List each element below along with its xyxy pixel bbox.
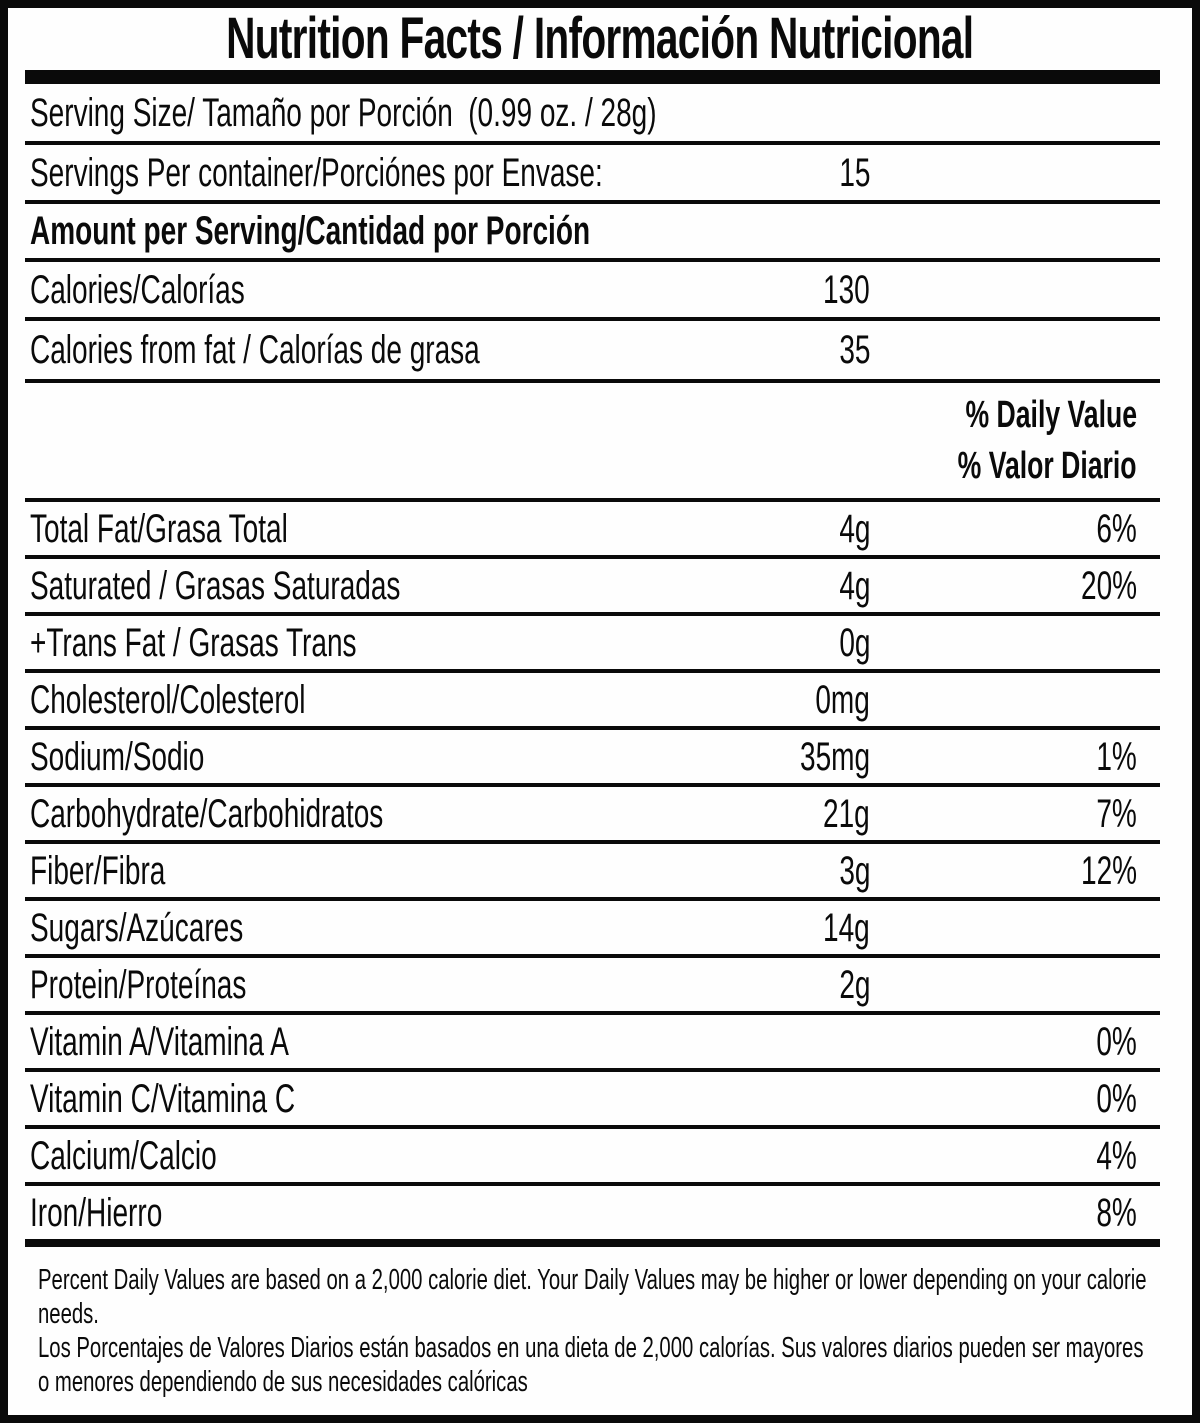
nutrient-dv: 4% [1096, 1133, 1137, 1178]
nutrient-row-vitamin-c: Vitamin C/Vitamina C 0% [25, 1072, 1160, 1129]
nutrient-amount: 35mg [799, 734, 870, 779]
amount-per-serving-cell: Amount per Serving/Cantidad por Porción [25, 211, 1160, 251]
nutrient-label: Protein/Proteínas [30, 962, 247, 1007]
serving-size-cell: Serving Size/ Tamaño por Porción (0.99 oz… [25, 93, 1160, 133]
nutrient-row-fiber: Fiber/Fibra 3g 12% [25, 844, 1160, 901]
nutrient-amount: 14g [823, 905, 870, 950]
servings-per-container-amount-cell: 15 [630, 153, 870, 193]
daily-value-header-block: % Daily Value % Valor Diario [25, 383, 1160, 502]
calories-from-fat-row: Calories from fat / Calorías de grasa 35 [25, 321, 1160, 383]
nutrient-dv: 8% [1096, 1190, 1137, 1235]
table-bottom-bar [25, 1239, 1160, 1247]
nutrient-label: Calcium/Calcio [30, 1133, 217, 1178]
nutrient-row-protein: Protein/Proteínas 2g [25, 958, 1160, 1015]
nutrient-dv: 7% [1096, 791, 1137, 836]
nutrient-dv: 12% [1080, 848, 1137, 893]
nutrient-label: Vitamin C/Vitamina C [30, 1076, 296, 1121]
footnote-english: Percent Daily Values are based on a 2,00… [38, 1264, 1147, 1330]
calories-row: Calories/Calorías 130 [25, 262, 1160, 321]
serving-size-value: (0.99 oz. / 28g) [468, 90, 657, 135]
calories-value: 130 [823, 267, 870, 312]
nutrient-dv: 0% [1096, 1076, 1137, 1121]
nutrient-row-vitamin-a: Vitamin A/Vitamina A 0% [25, 1015, 1160, 1072]
title-separator-bar [25, 70, 1160, 84]
servings-per-container-cell: Servings Per container/Porciónes por Env… [25, 153, 630, 193]
nutrient-row-sugars: Sugars/Azúcares 14g [25, 901, 1160, 958]
calories-from-fat-label-cell: Calories from fat / Calorías de grasa [25, 330, 630, 370]
nutrient-row-trans-fat: +Trans Fat / Grasas Trans 0g [25, 616, 1160, 673]
nutrient-amount: 4g [838, 563, 870, 608]
nutrient-label: Fiber/Fibra [30, 848, 166, 893]
nutrient-label: Cholesterol/Colesterol [30, 677, 306, 722]
serving-size-label: Serving Size/ Tamaño por Porción [30, 90, 453, 135]
footnote-section: Percent Daily Values are based on a 2,00… [8, 1247, 1192, 1399]
servings-per-container-label: Servings Per container/Porciónes por Env… [30, 150, 603, 195]
daily-value-header-es: % Valor Diario [958, 445, 1137, 487]
nutrient-amount: 0mg [815, 677, 870, 722]
servings-per-container-value: 15 [838, 150, 870, 195]
nutrient-row-carbohydrate: Carbohydrate/Carbohidratos 21g 7% [25, 787, 1160, 844]
amount-per-serving-row: Amount per Serving/Cantidad por Porción [25, 204, 1160, 262]
nutrient-label: Carbohydrate/Carbohidratos [30, 791, 384, 836]
nutrient-row-calcium: Calcium/Calcio 4% [25, 1129, 1160, 1186]
footnote-spanish: Los Porcentajes de Valores Diarios están… [38, 1332, 1144, 1398]
calories-from-fat-value: 35 [838, 328, 870, 372]
nutrient-amount: 21g [823, 791, 870, 836]
nutrient-dv: 0% [1096, 1019, 1137, 1064]
nutrient-row-cholesterol: Cholesterol/Colesterol 0mg [25, 673, 1160, 730]
label-body: Serving Size/ Tamaño por Porción (0.99 oz… [8, 70, 1192, 1247]
nutrient-row-iron: Iron/Hierro 8% [25, 1186, 1160, 1239]
calories-from-fat-label: Calories from fat / Calorías de grasa [30, 328, 480, 372]
label-title: Nutrition Facts / Información Nutriciona… [8, 8, 1192, 70]
nutrient-dv: 6% [1096, 506, 1137, 551]
label-title-text: Nutrition Facts / Información Nutriciona… [226, 6, 974, 71]
nutrient-row-total-fat: Total Fat/Grasa Total 4g 6% [25, 502, 1160, 559]
nutrient-amount: 2g [838, 962, 870, 1007]
calories-amount-cell: 130 [630, 270, 870, 310]
nutrient-label: +Trans Fat / Grasas Trans [30, 620, 357, 665]
servings-per-container-row: Servings Per container/Porciónes por Env… [25, 145, 1160, 204]
daily-value-header-en: % Daily Value [965, 394, 1137, 436]
amount-per-serving-header: Amount per Serving/Cantidad por Porción [30, 209, 591, 253]
nutrient-amount: 4g [838, 506, 870, 551]
nutrient-row-saturated-fat: Saturated / Grasas Saturadas 4g 20% [25, 559, 1160, 616]
nutrient-dv: 1% [1096, 734, 1137, 779]
nutrient-row-sodium: Sodium/Sodio 35mg 1% [25, 730, 1160, 787]
nutrient-amount: 3g [838, 848, 870, 893]
nutrient-label: Total Fat/Grasa Total [30, 506, 288, 551]
calories-label-cell: Calories/Calorías [25, 270, 630, 310]
nutrient-label: Sugars/Azúcares [30, 905, 244, 950]
serving-size-row: Serving Size/ Tamaño por Porción (0.99 oz… [25, 84, 1160, 145]
nutrient-label: Iron/Hierro [30, 1190, 163, 1235]
nutrient-amount: 0g [838, 620, 870, 665]
nutrient-dv: 20% [1080, 563, 1137, 608]
calories-label: Calories/Calorías [30, 267, 245, 312]
nutrient-label: Vitamin A/Vitamina A [30, 1019, 289, 1064]
nutrient-label: Saturated / Grasas Saturadas [30, 563, 401, 608]
nutrient-label: Sodium/Sodio [30, 734, 205, 779]
calories-from-fat-amount-cell: 35 [630, 330, 870, 370]
